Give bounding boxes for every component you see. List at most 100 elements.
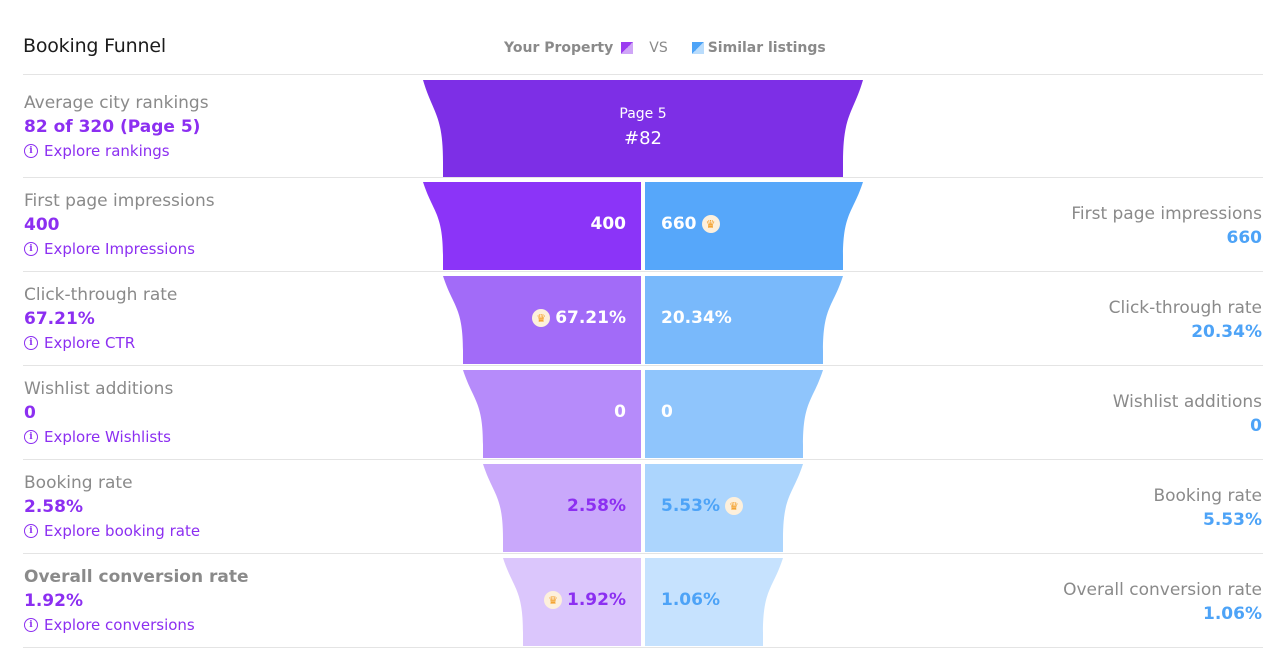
explore-rankings-label: Explore rankings (44, 142, 170, 160)
funnel-property-segment (503, 558, 641, 646)
info-icon: i (24, 336, 38, 350)
funnel-value-text: 0 (661, 402, 673, 422)
funnel-wishlist-similar: 0 (661, 402, 673, 422)
explore-ctr-link[interactable]: i Explore CTR (24, 331, 177, 355)
funnel-value-text: 20.34% (661, 308, 732, 328)
rankings-value: 82 of 320 (Page 5) (24, 117, 201, 137)
booking-rate-similar-row: Booking rate 5.53% (1153, 484, 1262, 532)
explore-conversions-label: Explore conversions (44, 616, 195, 634)
wishlist-row: Wishlist additions 0 i Explore Wishlists (24, 377, 173, 449)
conversion-label: Overall conversion rate (24, 567, 249, 587)
wishlist-similar-value: 0 (1250, 416, 1262, 436)
funnel-similar-segment (645, 558, 783, 646)
ctr-label-right: Click-through rate (1108, 298, 1262, 318)
property-swatch-icon (621, 42, 634, 54)
funnel-value-text: 5.53% (661, 496, 720, 516)
info-icon: i (24, 618, 38, 632)
divider (23, 365, 1263, 366)
explore-wishlists-link[interactable]: i Explore Wishlists (24, 425, 173, 449)
info-icon: i (24, 430, 38, 444)
booking-rate-label: Booking rate (24, 473, 133, 493)
funnel-value-text: 0 (614, 402, 626, 422)
funnel-conversion-property: ♛ 1.92% (523, 590, 626, 610)
crown-icon: ♛ (544, 591, 563, 609)
divider (23, 177, 1263, 178)
funnel-property-segment (483, 464, 641, 552)
explore-wishlists-label: Explore Wishlists (44, 428, 171, 446)
rankings-label: Average city rankings (24, 93, 209, 113)
impressions-similar-value: 660 (1226, 228, 1263, 248)
wishlist-label: Wishlist additions (24, 379, 174, 399)
funnel-booking-similar: 5.53% ♛ (661, 496, 748, 516)
divider (23, 459, 1263, 460)
ctr-similar-row: Click-through rate 20.34% (1109, 296, 1262, 344)
rankings-row: Average city rankings 82 of 320 (Page 5)… (24, 91, 209, 163)
funnel-property-segment (423, 182, 641, 270)
funnel-booking-property: 2.58% (503, 496, 626, 516)
impressions-label: First page impressions (24, 191, 215, 211)
impressions-similar-row: First page impressions 660 (1071, 202, 1262, 250)
conversion-row: Overall conversion rate 1.92% i Explore … (24, 565, 249, 637)
funnel-impressions-property: 400 (443, 214, 627, 234)
funnel-impressions-similar: 660 ♛ (661, 214, 725, 234)
funnel-value-text: 2.58% (567, 496, 626, 516)
ctr-similar-value: 20.34% (1191, 322, 1262, 342)
funnel-ctr-property: ♛ 67.21% (463, 308, 626, 328)
funnel-similar-segment (645, 182, 863, 270)
conversion-property-value: 1.92% (24, 591, 83, 611)
ctr-row: Click-through rate 67.21% i Explore CTR (24, 283, 177, 355)
impressions-row: First page impressions 400 i Explore Imp… (24, 189, 215, 261)
conversion-label-right: Overall conversion rate (1063, 580, 1262, 600)
impressions-property-value: 400 (24, 215, 60, 235)
wishlist-property-value: 0 (24, 403, 36, 423)
legend-vs: VS (649, 40, 668, 56)
divider (23, 271, 1263, 272)
funnel-ctr-similar: 20.34% (661, 308, 732, 328)
funnel-rank-label: #82 (624, 128, 662, 149)
booking-rate-property-value: 2.58% (24, 497, 83, 517)
explore-impressions-link[interactable]: i Explore Impressions (24, 237, 215, 261)
legend-similar-label: Similar listings (707, 40, 826, 56)
divider (23, 553, 1263, 554)
booking-rate-row: Booking rate 2.58% i Explore booking rat… (24, 471, 200, 543)
conversion-similar-row: Overall conversion rate 1.06% (1063, 578, 1262, 626)
crown-icon: ♛ (532, 309, 551, 327)
impressions-label-right: First page impressions (1071, 204, 1262, 224)
funnel-property-segment (463, 370, 641, 458)
funnel-value-text: 1.06% (661, 590, 720, 610)
funnel-top-segment (423, 80, 863, 177)
wishlist-similar-row: Wishlist additions 0 (1113, 390, 1262, 438)
crown-icon: ♛ (724, 497, 743, 515)
explore-conversions-link[interactable]: i Explore conversions (24, 613, 249, 637)
wishlist-label-right: Wishlist additions (1112, 392, 1262, 412)
ctr-property-value: 67.21% (24, 309, 95, 329)
funnel-value-text: 660 (661, 214, 697, 234)
booking-rate-label-right: Booking rate (1153, 486, 1262, 506)
divider (23, 647, 1263, 648)
legend-property-label: Your Property (504, 40, 614, 56)
page-title: Booking Funnel (23, 35, 166, 57)
funnel-conversion-similar: 1.06% (661, 590, 720, 610)
similar-swatch-icon (691, 42, 704, 54)
funnel-similar-segment (645, 276, 843, 364)
funnel-value-text: 67.21% (555, 308, 626, 328)
explore-rankings-link[interactable]: i Explore rankings (24, 139, 209, 163)
info-icon: i (24, 144, 38, 158)
funnel-similar-segment (645, 464, 803, 552)
funnel-legend: Your Property VS Similar listings (504, 40, 826, 56)
explore-impressions-label: Explore Impressions (44, 240, 195, 258)
explore-booking-rate-label: Explore booking rate (44, 522, 201, 540)
explore-ctr-label: Explore CTR (44, 334, 136, 352)
funnel-value-text: 1.92% (567, 590, 626, 610)
funnel-value-text: 400 (590, 214, 627, 234)
funnel-similar-segment (645, 370, 823, 458)
divider (23, 74, 1263, 75)
explore-booking-rate-link[interactable]: i Explore booking rate (24, 519, 200, 543)
info-icon: i (24, 242, 38, 256)
info-icon: i (24, 524, 38, 538)
crown-icon: ♛ (701, 215, 720, 233)
funnel-page-label: Page 5 (619, 106, 667, 122)
funnel-wishlist-property: 0 (483, 402, 626, 422)
conversion-similar-value: 1.06% (1203, 604, 1262, 624)
booking-rate-similar-value: 5.53% (1203, 510, 1262, 530)
